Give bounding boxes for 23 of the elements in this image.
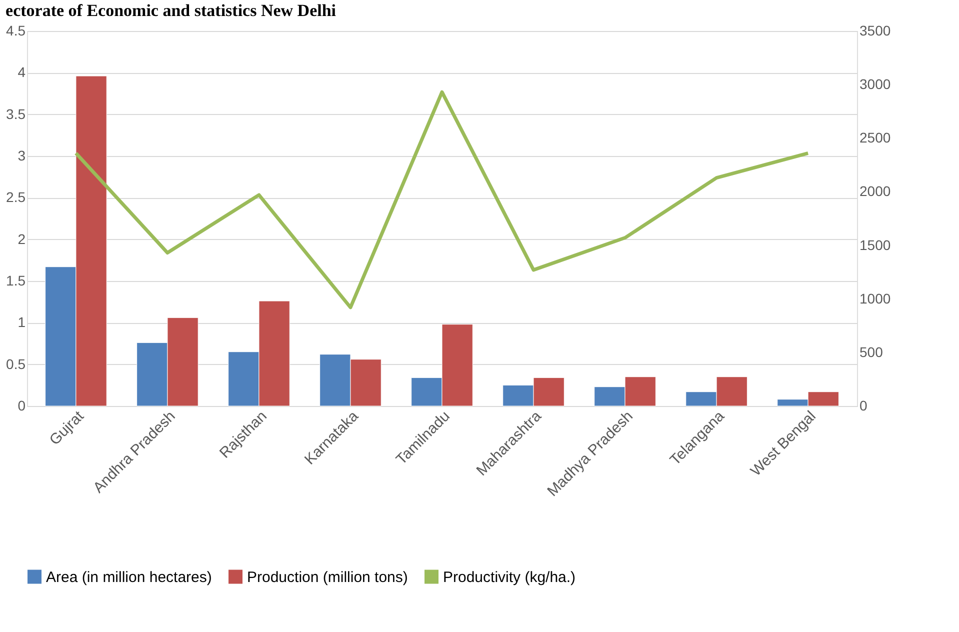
y2-tick-label: 2000 [860,183,891,200]
y-tick-label: 0.5 [6,356,26,372]
y2-tick-label: 2500 [860,130,891,146]
y2-tick-label: 500 [860,344,884,360]
y-tick-label: 4 [18,64,26,80]
y-tick-label: 0 [18,398,26,414]
y-tick-label: 4.5 [6,22,26,38]
y2-tick-label: 1000 [860,290,891,306]
y-tick-label: 1 [18,314,26,330]
y-tick-label: 2.5 [6,189,26,206]
chart-title: ectorate of Economic and statistics New Delhi [6,1,336,20]
legend-label: Area (in million hectares) [46,568,212,586]
legend-label: Productivity (kg/ha.) [443,568,576,586]
legend-label: Production (million tons) [247,568,408,586]
y2-tick-label: 1500 [860,236,891,253]
y-tick-label: 2 [18,230,26,247]
y2-tick-label: 3000 [860,76,891,92]
y-tick-label: 1.5 [6,272,26,288]
y-tick-label: 3 [18,148,26,164]
line-series [74,90,810,310]
y2-tick-label: 3500 [860,22,891,38]
y-tick-label: 3.5 [6,106,26,122]
y2-tick-label: 0 [860,398,868,414]
